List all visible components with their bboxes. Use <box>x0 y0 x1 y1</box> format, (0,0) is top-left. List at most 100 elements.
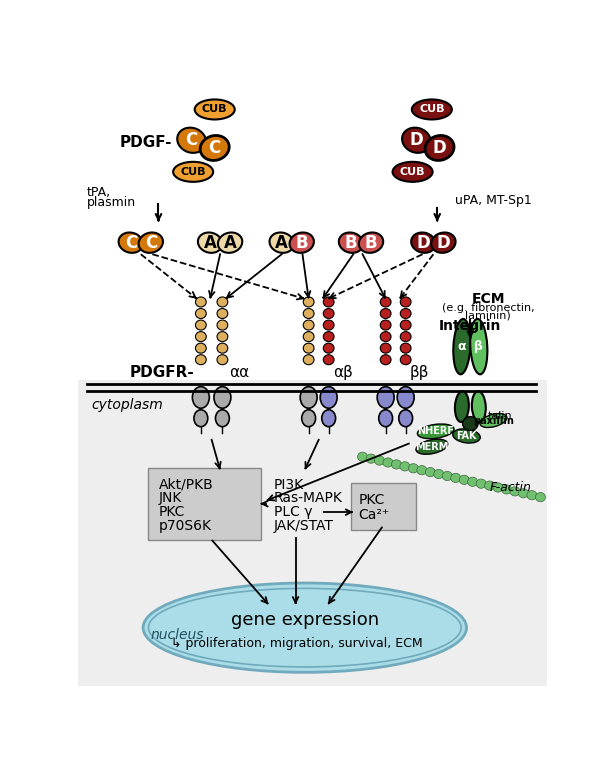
Text: nucleus: nucleus <box>151 628 205 642</box>
Text: PDGFR-: PDGFR- <box>130 365 195 379</box>
Ellipse shape <box>217 343 228 353</box>
Ellipse shape <box>323 320 334 330</box>
Ellipse shape <box>303 332 314 342</box>
Text: D: D <box>410 131 423 150</box>
Ellipse shape <box>303 320 314 330</box>
Ellipse shape <box>366 454 376 463</box>
Text: B: B <box>295 234 308 251</box>
Text: A: A <box>203 234 217 251</box>
Ellipse shape <box>480 413 507 427</box>
Text: cytoplasm: cytoplasm <box>91 398 163 412</box>
Ellipse shape <box>535 493 546 502</box>
Ellipse shape <box>380 332 391 342</box>
Text: αα: αα <box>230 365 250 379</box>
Ellipse shape <box>493 483 503 492</box>
Text: JNK: JNK <box>158 491 182 505</box>
Text: gene expression: gene expression <box>231 611 379 629</box>
Ellipse shape <box>380 320 391 330</box>
Text: β: β <box>474 340 484 353</box>
Ellipse shape <box>453 319 471 374</box>
Text: C: C <box>125 234 137 251</box>
Ellipse shape <box>198 233 222 253</box>
Ellipse shape <box>400 355 411 365</box>
Text: paxillin: paxillin <box>473 416 514 426</box>
Text: PLC γ: PLC γ <box>274 505 312 519</box>
Text: plasmin: plasmin <box>87 196 136 209</box>
Text: tPA,: tPA, <box>87 186 111 199</box>
Ellipse shape <box>289 233 314 253</box>
Ellipse shape <box>452 429 481 443</box>
Ellipse shape <box>200 136 229 160</box>
Text: ECM: ECM <box>471 292 505 306</box>
Text: Ras-MAPK: Ras-MAPK <box>274 491 343 505</box>
Text: A: A <box>275 234 288 251</box>
Ellipse shape <box>409 463 418 473</box>
Ellipse shape <box>119 233 143 253</box>
Ellipse shape <box>402 128 431 153</box>
Text: Integrin: Integrin <box>439 318 502 333</box>
Ellipse shape <box>195 297 206 307</box>
Ellipse shape <box>173 162 213 182</box>
Ellipse shape <box>518 489 529 498</box>
Text: F-actin: F-actin <box>490 481 532 494</box>
Text: CUB: CUB <box>419 104 445 114</box>
Ellipse shape <box>417 424 454 439</box>
Text: (e.g. fibronectin,: (e.g. fibronectin, <box>442 303 534 313</box>
Text: JAK/STAT: JAK/STAT <box>274 519 334 533</box>
Ellipse shape <box>320 387 337 408</box>
Ellipse shape <box>375 456 384 465</box>
Ellipse shape <box>192 387 209 408</box>
Ellipse shape <box>195 332 206 342</box>
Ellipse shape <box>485 481 495 490</box>
Text: Akt/PKB: Akt/PKB <box>158 477 213 492</box>
Ellipse shape <box>400 343 411 353</box>
Text: D: D <box>417 234 430 251</box>
Ellipse shape <box>195 343 206 353</box>
Text: CUB: CUB <box>202 104 227 114</box>
Ellipse shape <box>380 297 391 307</box>
Ellipse shape <box>434 470 444 479</box>
Ellipse shape <box>139 233 163 253</box>
Ellipse shape <box>300 387 317 408</box>
Text: D: D <box>437 234 450 251</box>
Ellipse shape <box>380 308 391 318</box>
Text: laminin): laminin) <box>465 311 511 321</box>
Ellipse shape <box>459 475 469 484</box>
Ellipse shape <box>357 452 368 461</box>
Ellipse shape <box>393 162 432 182</box>
Text: CUB: CUB <box>180 167 206 177</box>
Ellipse shape <box>527 490 537 500</box>
Ellipse shape <box>218 233 242 253</box>
Ellipse shape <box>323 343 334 353</box>
Ellipse shape <box>400 308 411 318</box>
Ellipse shape <box>468 477 477 487</box>
Ellipse shape <box>425 467 435 476</box>
Ellipse shape <box>431 233 456 253</box>
Text: CUB: CUB <box>400 167 425 177</box>
Text: PDGF-: PDGF- <box>120 135 172 150</box>
Text: PI3K: PI3K <box>274 477 304 492</box>
Ellipse shape <box>323 297 334 307</box>
Ellipse shape <box>380 355 391 365</box>
Ellipse shape <box>195 308 206 318</box>
Ellipse shape <box>217 355 228 365</box>
Text: p70S6K: p70S6K <box>158 519 211 533</box>
Ellipse shape <box>451 473 461 483</box>
Ellipse shape <box>411 233 435 253</box>
Ellipse shape <box>303 297 314 307</box>
Ellipse shape <box>322 409 336 426</box>
Text: Ca²⁺: Ca²⁺ <box>359 508 390 522</box>
Text: α: α <box>457 340 466 353</box>
Ellipse shape <box>177 128 206 153</box>
Ellipse shape <box>380 343 391 353</box>
FancyBboxPatch shape <box>351 483 416 530</box>
Ellipse shape <box>510 487 520 496</box>
Ellipse shape <box>470 319 487 374</box>
Ellipse shape <box>339 233 363 253</box>
Ellipse shape <box>270 233 294 253</box>
Ellipse shape <box>301 409 315 426</box>
Text: PKC: PKC <box>359 493 385 507</box>
Ellipse shape <box>303 355 314 365</box>
Ellipse shape <box>149 588 461 667</box>
Ellipse shape <box>383 458 393 467</box>
